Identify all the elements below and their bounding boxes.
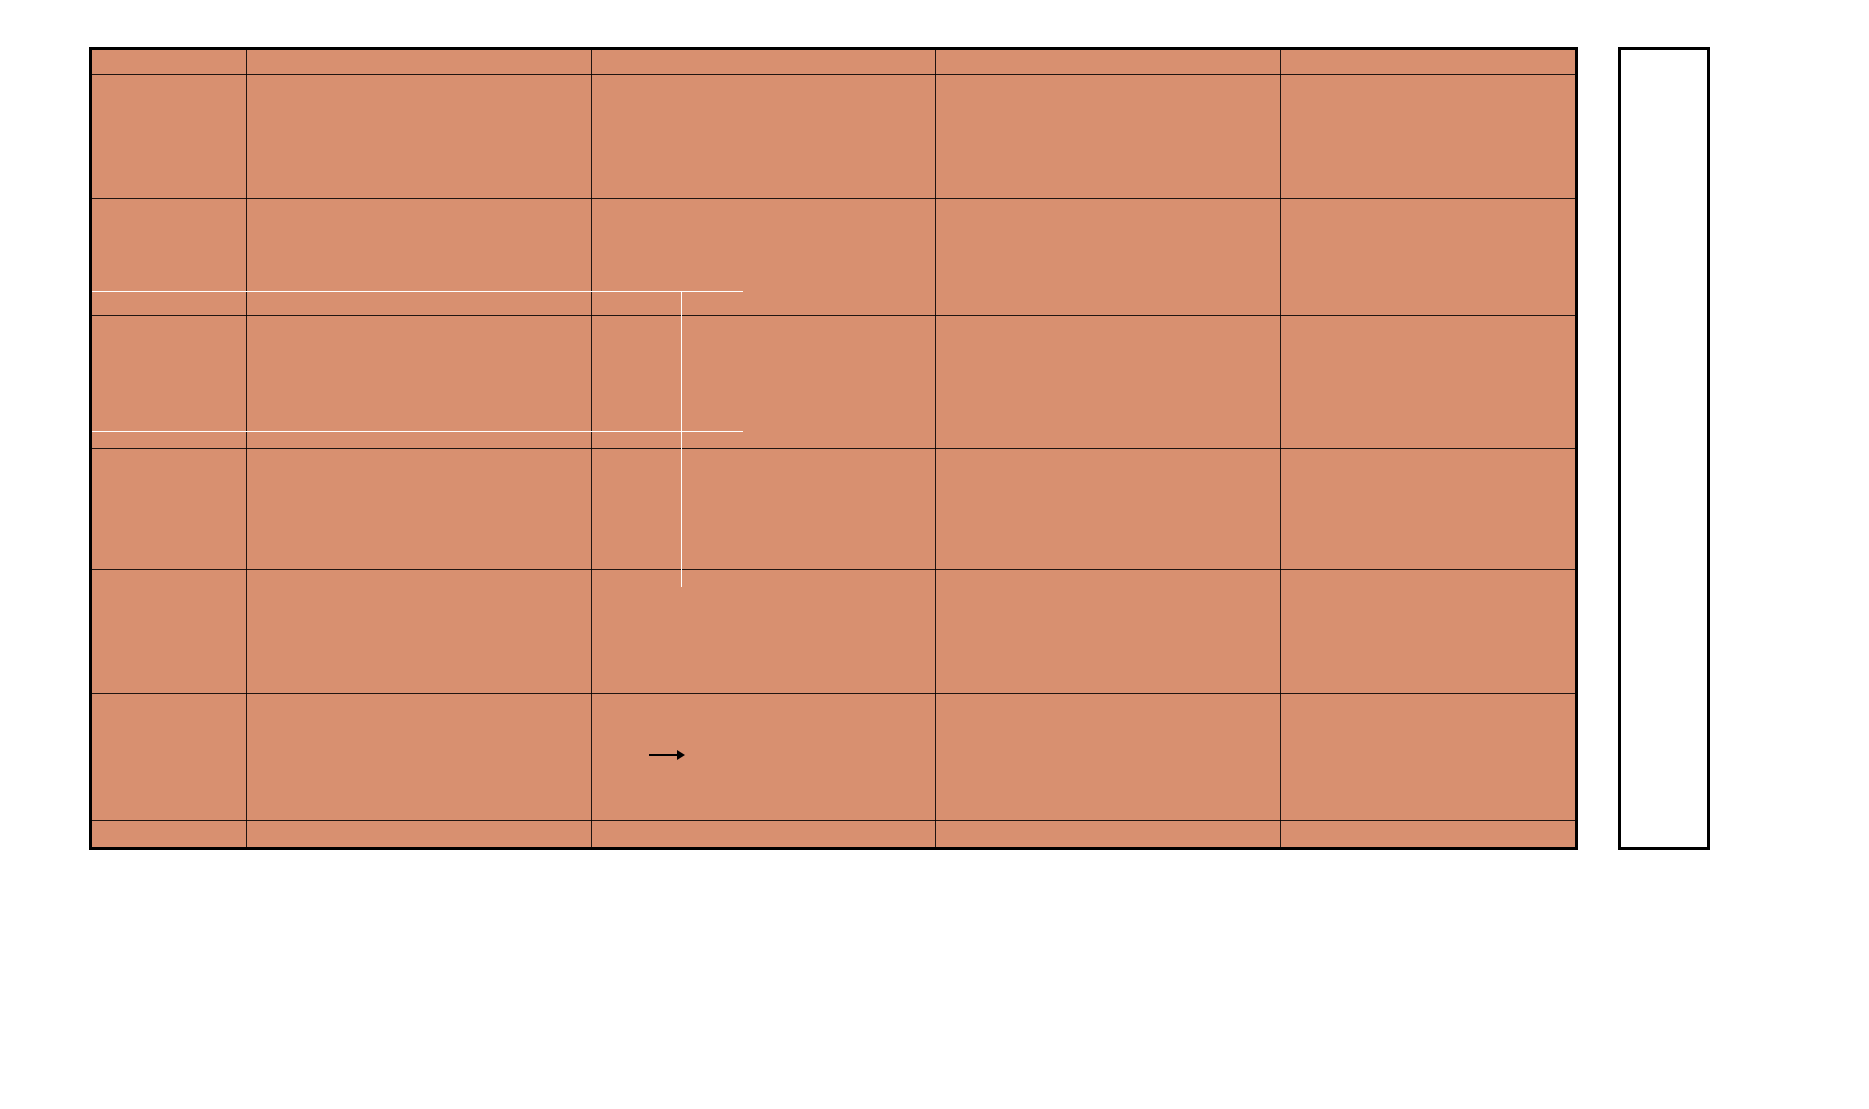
gridline-lat-26n xyxy=(92,315,1575,316)
colorbar[interactable] xyxy=(1618,47,1710,850)
gridline-lat-30n xyxy=(92,74,1575,75)
map-plot-area[interactable] xyxy=(89,47,1578,850)
transect-line-lower xyxy=(92,431,743,432)
vector-scale-key xyxy=(643,749,753,765)
transect-line-vertical xyxy=(681,291,682,587)
vector-scale-arrow-icon xyxy=(649,749,685,761)
gridline-lat-28n xyxy=(92,198,1575,199)
gridline-lat-18n xyxy=(92,820,1575,821)
colorbar-gradient xyxy=(1621,50,1707,847)
gridline-lat-20n xyxy=(92,693,1575,694)
gridline-lat-22n xyxy=(92,569,1575,570)
gridline-lat-24n xyxy=(92,448,1575,449)
transect-line-upper xyxy=(92,291,743,292)
